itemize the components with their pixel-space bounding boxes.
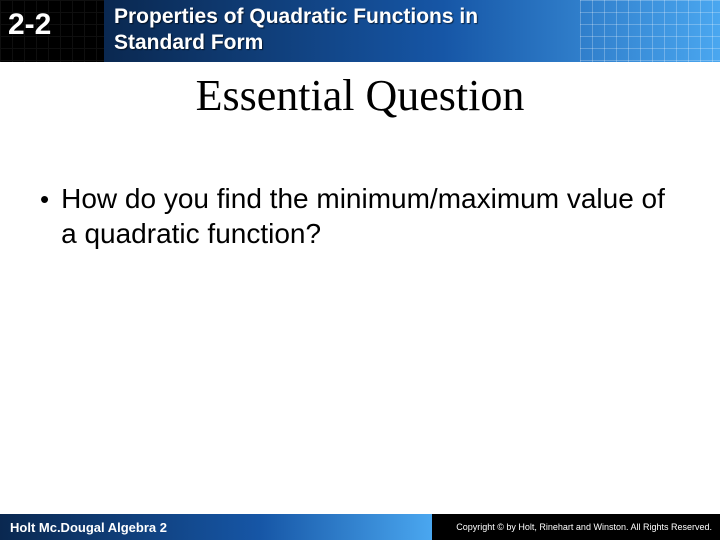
footer-left: Holt Mc.Dougal Algebra 2 xyxy=(0,514,432,540)
section-number-box: 2-2 xyxy=(0,0,104,62)
title-bar: Properties of Quadratic Functions in Sta… xyxy=(104,0,720,62)
footer-right: Copyright © by Holt, Rinehart and Winsto… xyxy=(432,514,720,540)
page-title: Essential Question xyxy=(0,70,720,121)
grid-decoration-right xyxy=(580,0,720,62)
slide: 2-2 Properties of Quadratic Functions in… xyxy=(0,0,720,540)
copyright-text: Copyright © by Holt, Rinehart and Winsto… xyxy=(456,522,712,532)
bullet-text: How do you find the minimum/maximum valu… xyxy=(61,181,680,251)
bullet-item: • How do you find the minimum/maximum va… xyxy=(40,181,680,251)
chapter-title-line2: Standard Form xyxy=(114,31,263,54)
bullet-marker: • xyxy=(40,183,49,216)
section-number: 2-2 xyxy=(8,8,51,42)
slide-footer: Holt Mc.Dougal Algebra 2 Copyright © by … xyxy=(0,514,720,540)
slide-header: 2-2 Properties of Quadratic Functions in… xyxy=(0,0,720,62)
slide-body: • How do you find the minimum/maximum va… xyxy=(0,121,720,251)
chapter-title: Properties of Quadratic Functions in Sta… xyxy=(114,4,478,57)
book-title: Holt Mc.Dougal Algebra 2 xyxy=(10,520,167,535)
chapter-title-line1: Properties of Quadratic Functions in xyxy=(114,5,478,28)
